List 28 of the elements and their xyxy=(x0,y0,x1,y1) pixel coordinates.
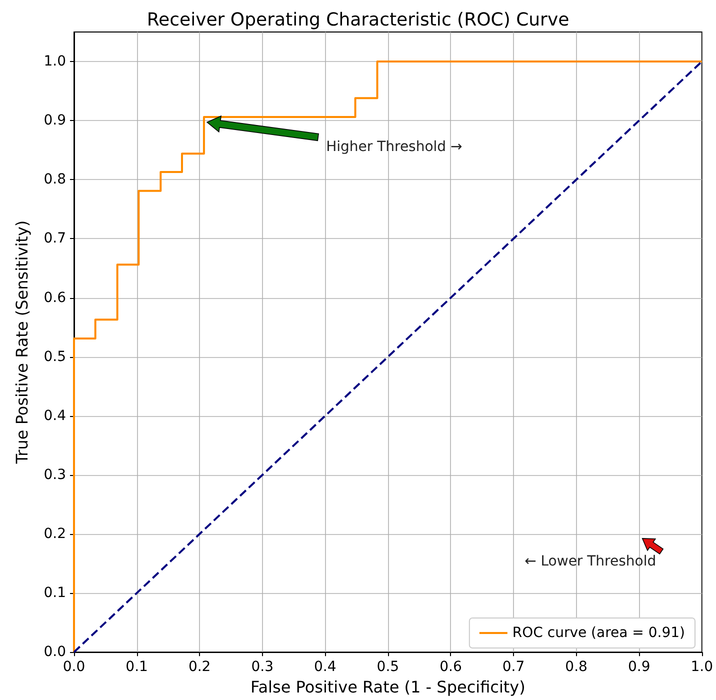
y-tick-label: 0.5 xyxy=(44,348,66,365)
x-tick-label: 0.4 xyxy=(314,659,336,676)
x-tick-label: 0.6 xyxy=(440,659,462,676)
legend-label: ROC curve (area = 0.91) xyxy=(512,625,685,641)
y-tick-label: 0.9 xyxy=(44,112,66,129)
y-tick-label: 1.0 xyxy=(44,54,66,70)
x-tick-label: 0.7 xyxy=(502,659,525,676)
y-tick-label: 0.0 xyxy=(44,644,66,660)
annotation: Higher Threshold → xyxy=(326,139,463,156)
x-tick-label: 0.3 xyxy=(251,659,274,676)
y-tick-label: 0.2 xyxy=(44,526,66,542)
x-tick-label: 0.5 xyxy=(376,659,400,676)
y-tick-label: 0.3 xyxy=(44,466,66,483)
y-tick-label: 0.4 xyxy=(44,408,66,424)
annotation: ← Lower Threshold xyxy=(524,553,656,570)
y-tick-label: 0.7 xyxy=(44,230,66,247)
x-tick-label: 1.0 xyxy=(690,659,713,676)
x-tick-label: 0.2 xyxy=(188,659,211,676)
y-tick-label: 0.1 xyxy=(44,585,66,602)
y-tick-label: 0.6 xyxy=(44,290,66,306)
x-tick-label: 0.0 xyxy=(62,659,86,676)
x-tick-label: 0.1 xyxy=(126,659,148,676)
y-tick-label: 0.8 xyxy=(44,172,66,188)
x-tick-label: 0.8 xyxy=(565,659,588,676)
chart-title: Receiver Operating Characteristic (ROC) Curve xyxy=(146,10,570,30)
x-tick-label: 0.9 xyxy=(628,659,650,676)
y-axis-title: True Positive Rate (Sensitivity) xyxy=(12,220,32,465)
x-axis-title: False Positive Rate (1 - Specificity) xyxy=(250,678,526,696)
